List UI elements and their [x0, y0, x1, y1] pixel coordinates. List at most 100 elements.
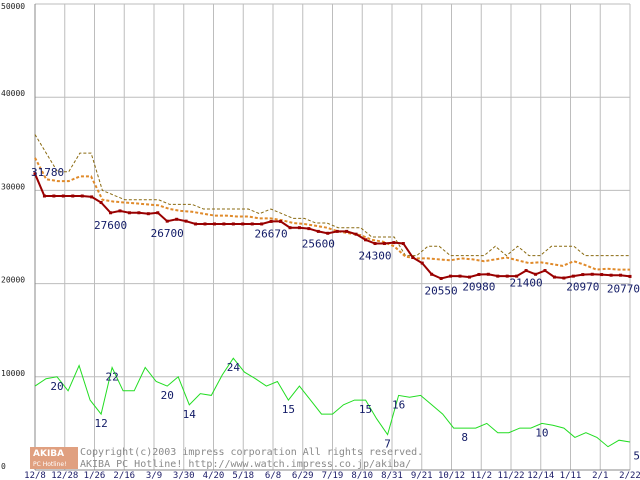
data-label-lowest: 21400	[510, 277, 543, 290]
series-point-lowest	[260, 222, 264, 226]
series-point-lowest	[430, 272, 434, 276]
data-label-count: 20	[50, 380, 63, 393]
series-point-lowest	[364, 238, 368, 242]
series-point-lowest	[458, 274, 462, 278]
x-tick-label: 6/8	[265, 471, 281, 480]
x-tick-label: 11/22	[497, 471, 524, 480]
x-tick-label: 12/28	[51, 471, 78, 480]
series-point-lowest	[90, 195, 94, 199]
series-point-lowest	[80, 194, 84, 198]
data-label-count: 14	[183, 408, 197, 421]
series-point-lowest	[619, 273, 623, 277]
series-point-lowest	[392, 241, 396, 245]
series-point-lowest	[212, 222, 216, 226]
data-label-count: 16	[392, 398, 405, 411]
series-point-lowest	[581, 273, 585, 277]
copyright-line-1: Copyright(c)2003 impress corporation All…	[80, 447, 423, 458]
series-point-lowest	[156, 211, 160, 215]
series-point-lowest	[194, 222, 198, 226]
x-tick-label: 8/31	[381, 471, 403, 480]
data-label-count: 10	[535, 426, 548, 439]
logo-sub: PC Hotline!	[33, 461, 66, 468]
x-tick-label: 3/9	[146, 471, 162, 480]
series-point-lowest	[241, 222, 245, 226]
data-label-count: 20	[161, 389, 174, 402]
series-point-lowest	[127, 211, 131, 215]
x-tick-label: 11/2	[470, 471, 492, 480]
y-tick-label: 50000	[1, 2, 25, 11]
data-label-count: 8	[461, 431, 468, 444]
logo-background	[30, 447, 78, 469]
x-tick-label: 2/16	[113, 471, 135, 480]
series-point-lowest	[33, 172, 37, 176]
series-point-lowest	[486, 272, 490, 276]
series-point-lowest	[496, 274, 500, 278]
series-point-lowest	[52, 194, 56, 198]
series-point-lowest	[401, 242, 405, 246]
data-label-lowest: 27600	[94, 219, 127, 232]
data-label-lowest: 20770	[607, 282, 640, 295]
data-label-count: 15	[359, 403, 372, 416]
x-tick-label: 2/1	[592, 471, 608, 480]
data-label-count: 7	[384, 438, 391, 451]
series-point-lowest	[231, 222, 235, 226]
series-point-lowest	[222, 222, 226, 226]
series-line-average	[34, 157, 630, 271]
data-label-lowest: 31780	[31, 166, 64, 179]
series-point-lowest	[175, 217, 179, 221]
data-label-lowest: 20980	[462, 280, 495, 293]
series-point-lowest	[543, 269, 547, 273]
x-axis-ticks: 12/8 12/28 1/26 2/16 3/9 3/30 4/20 5/18 6/8 6/29 7…	[24, 471, 640, 480]
series-point-lowest	[571, 274, 575, 278]
data-label-count: 24	[227, 361, 241, 374]
series-point-lowest	[552, 275, 556, 279]
data-label-lowest: 25600	[302, 237, 335, 250]
x-tick-label: 7/19	[322, 471, 344, 480]
series-point-lowest	[137, 211, 141, 215]
data-label-count: 22	[106, 370, 119, 383]
data-label-count: 5	[633, 450, 640, 463]
series-point-lowest	[515, 274, 519, 278]
y-tick-label: 10000	[1, 369, 25, 378]
series-point-lowest	[505, 274, 509, 278]
y-tick-label: 40000	[1, 89, 25, 98]
series-point-lowest	[335, 229, 339, 233]
y-tick-label: 30000	[1, 182, 25, 191]
series-point-lowest	[524, 269, 528, 273]
series-point-lowest	[203, 222, 207, 226]
series-point-lowest	[118, 209, 122, 213]
series-point-lowest	[99, 201, 103, 205]
series-point-lowest	[250, 222, 254, 226]
data-label-lowest: 20970	[566, 281, 599, 294]
y-tick-label: 0	[1, 462, 6, 471]
logo-main: AKIBA	[33, 449, 64, 459]
series-point-lowest	[42, 194, 46, 198]
series-point-lowest	[467, 275, 471, 279]
x-tick-label: 2/22	[619, 471, 640, 480]
series-point-lowest	[297, 226, 301, 230]
series-point-lowest	[373, 242, 377, 246]
series-point-lowest	[184, 219, 188, 223]
x-tick-label: 9/21	[411, 471, 433, 480]
x-tick-label: 3/30	[173, 471, 195, 480]
series-point-lowest	[345, 229, 349, 233]
series-point-lowest	[316, 229, 320, 233]
x-tick-label: 12/14	[527, 471, 554, 480]
series-point-lowest	[326, 231, 330, 235]
series-point-lowest	[109, 211, 113, 215]
x-tick-label: 10/12	[438, 471, 465, 480]
series-point-lowest	[354, 232, 358, 236]
data-label-count: 15	[282, 403, 295, 416]
series-point-lowest	[146, 212, 150, 216]
series-point-lowest	[609, 273, 613, 277]
x-tick-label: 6/29	[292, 471, 314, 480]
series-layer	[33, 134, 632, 448]
series-line-lowest	[34, 173, 631, 280]
series-point-lowest	[307, 227, 311, 231]
data-label-count: 12	[94, 417, 107, 430]
series-point-lowest	[61, 194, 65, 198]
series-point-lowest	[411, 256, 415, 260]
series-point-lowest	[288, 226, 292, 230]
series-point-lowest	[534, 272, 538, 276]
